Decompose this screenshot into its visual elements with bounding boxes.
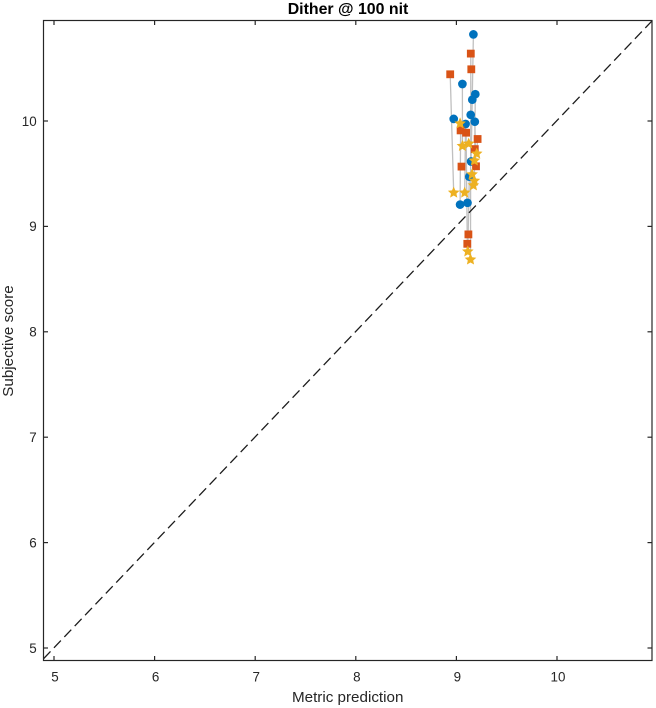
svg-text:5: 5 bbox=[29, 641, 36, 656]
svg-text:6: 6 bbox=[29, 535, 36, 550]
svg-text:8: 8 bbox=[29, 325, 36, 340]
svg-text:10: 10 bbox=[551, 670, 566, 685]
svg-text:10: 10 bbox=[22, 114, 37, 129]
svg-text:7: 7 bbox=[252, 670, 259, 685]
svg-text:9: 9 bbox=[454, 670, 461, 685]
svg-text:Metric prediction: Metric prediction bbox=[292, 689, 403, 706]
svg-text:Subjective score: Subjective score bbox=[0, 285, 17, 396]
svg-text:7: 7 bbox=[29, 430, 36, 445]
svg-text:6: 6 bbox=[152, 670, 159, 685]
svg-text:9: 9 bbox=[29, 219, 36, 234]
svg-text:5: 5 bbox=[51, 670, 58, 685]
svg-text:8: 8 bbox=[353, 670, 360, 685]
svg-text:Dither @ 100 nit: Dither @ 100 nit bbox=[288, 1, 409, 18]
